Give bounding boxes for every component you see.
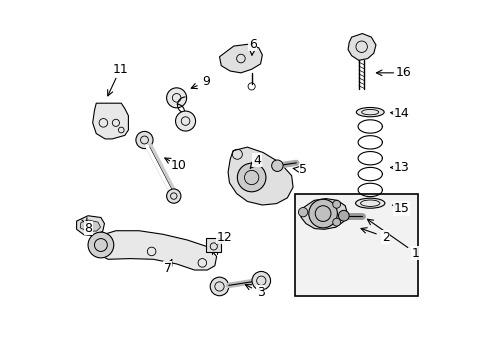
Text: 8: 8 xyxy=(84,222,92,235)
Polygon shape xyxy=(77,216,104,236)
Text: 1: 1 xyxy=(411,247,419,260)
Polygon shape xyxy=(227,147,292,205)
Circle shape xyxy=(251,271,270,290)
Polygon shape xyxy=(219,44,262,73)
Circle shape xyxy=(166,88,186,108)
Ellipse shape xyxy=(356,108,384,117)
Circle shape xyxy=(338,210,348,221)
Polygon shape xyxy=(93,103,128,139)
Circle shape xyxy=(166,189,181,203)
Circle shape xyxy=(271,160,283,171)
Bar xyxy=(294,194,417,296)
Text: 5: 5 xyxy=(299,163,307,176)
Text: 9: 9 xyxy=(202,75,210,88)
Polygon shape xyxy=(91,231,216,270)
Circle shape xyxy=(237,163,265,192)
Text: 14: 14 xyxy=(393,107,409,120)
Text: 7: 7 xyxy=(163,262,171,275)
Text: 6: 6 xyxy=(248,38,256,51)
Circle shape xyxy=(210,277,228,296)
Text: 2: 2 xyxy=(381,231,389,244)
Circle shape xyxy=(175,111,195,131)
Circle shape xyxy=(136,131,153,149)
Bar xyxy=(206,238,221,252)
Text: 13: 13 xyxy=(393,161,409,174)
Ellipse shape xyxy=(355,198,384,208)
Text: 10: 10 xyxy=(170,159,186,172)
Circle shape xyxy=(308,199,337,228)
Circle shape xyxy=(88,232,114,258)
Polygon shape xyxy=(347,33,375,60)
Text: 16: 16 xyxy=(395,66,410,79)
Circle shape xyxy=(332,218,340,226)
Text: 11: 11 xyxy=(112,63,128,76)
Circle shape xyxy=(298,207,307,217)
Polygon shape xyxy=(300,199,346,229)
Text: 4: 4 xyxy=(253,154,261,167)
Circle shape xyxy=(332,201,340,208)
Polygon shape xyxy=(80,220,101,231)
Text: 12: 12 xyxy=(217,231,232,244)
Text: 3: 3 xyxy=(256,286,264,299)
Text: 15: 15 xyxy=(393,202,409,215)
